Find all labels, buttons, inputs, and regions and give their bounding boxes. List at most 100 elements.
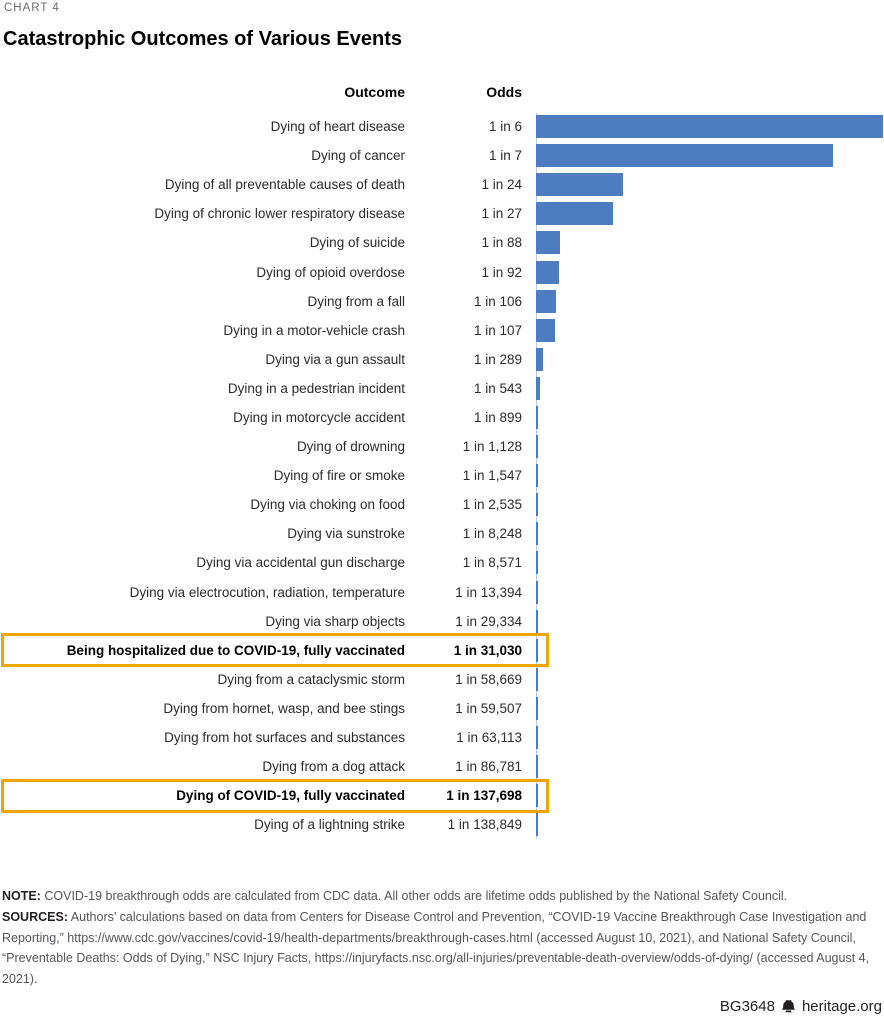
bar-area [522,432,884,461]
odds-value: 1 in 27 [481,206,522,222]
odds-value: 1 in 138,849 [447,817,522,833]
outcome-label: Dying from hot surfaces and substances [164,730,405,746]
odds-value: 1 in 107 [473,322,522,338]
table-row: Dying of suicide 1 in 88 [0,228,884,257]
table-row: Being hospitalized due to COVID-19, full… [0,633,884,668]
outcome-label: Dying of all preventable causes of death [164,177,405,193]
table-row: Dying from a fall 1 in 106 [0,287,884,316]
note-label: NOTE: [2,889,41,903]
bar [536,609,538,633]
chart-kicker: CHART 4 [4,2,60,14]
sources-line: SOURCES: Authors’ calculations based on … [2,907,882,990]
bar [536,696,538,720]
outcome-label: Dying in motorcycle accident [233,409,405,425]
bar [536,813,538,837]
outcome-label: Dying via sharp objects [265,613,405,629]
outcome-label: Dying of heart disease [270,119,405,135]
odds-value: 1 in 8,571 [462,555,522,571]
bar-area [522,665,884,694]
outcome-label: Dying via choking on food [250,497,405,513]
bar [536,755,538,779]
sources-label: SOURCES: [2,909,68,924]
bar-area [522,723,884,752]
outcome-label: Dying from hornet, wasp, and bee stings [163,700,405,716]
chart-title: Catastrophic Outcomes of Various Events [3,28,402,50]
bar [536,318,556,342]
table-row: Dying of cancer 1 in 7 [0,141,884,170]
table-row: Dying from a dog attack 1 in 86,781 [0,752,884,781]
odds-value: 1 in 63,113 [456,730,522,746]
bar [536,522,538,546]
table-row: Dying in a pedestrian incident 1 in 543 [0,374,884,403]
bar [536,580,538,604]
outcome-label: Dying of chronic lower respiratory disea… [154,206,405,222]
table-row: Dying via electrocution, radiation, temp… [0,578,884,607]
odds-value: 1 in 2,535 [462,497,522,513]
bar [536,173,623,197]
outcome-label: Dying from a dog attack [262,759,405,775]
sources-text: Authors’ calculations based on data from… [2,909,870,987]
bar-area [522,461,884,490]
outcome-label: Dying of drowning [296,439,405,455]
table-row: Dying from hornet, wasp, and bee stings … [0,694,884,723]
bar-area [522,781,884,810]
odds-value: 1 in 59,507 [455,700,522,716]
bar [536,202,614,226]
odds-value: 1 in 543 [473,380,522,396]
bar [536,435,538,459]
bar-area [522,519,884,548]
odds-value: 1 in 137,698 [446,788,522,804]
bar [536,784,538,808]
outcome-label: Being hospitalized due to COVID-19, full… [66,642,405,658]
odds-value: 1 in 106 [473,293,522,309]
bar [536,464,538,488]
table-row: Dying of opioid overdose 1 in 92 [0,257,884,286]
bar-area [522,548,884,577]
doc-id: BG3648 [719,998,775,1015]
outcome-label: Dying of COVID-19, fully vaccinated [176,788,405,804]
table-row: Dying of all preventable causes of death… [0,170,884,199]
table-row: Dying of chronic lower respiratory disea… [0,199,884,228]
table-row: Dying via accidental gun discharge 1 in … [0,548,884,577]
outcome-label: Dying via a gun assault [265,351,405,367]
odds-value: 1 in 7 [488,148,522,164]
bar [536,493,538,517]
odds-value: 1 in 1,547 [462,468,522,484]
bar [536,115,883,139]
bar-area [522,316,884,345]
outcome-label: Dying from a cataclysmic storm [217,671,405,687]
table-row: Dying from a cataclysmic storm 1 in 58,6… [0,665,884,694]
table-row: Dying via sunstroke 1 in 8,248 [0,519,884,548]
bar-area [522,578,884,607]
bar [536,551,538,575]
footnotes: NOTE: COVID-19 breakthrough odds are cal… [2,886,882,990]
bar-area [522,228,884,257]
bar [536,405,539,429]
table-row: Dying of drowning 1 in 1,128 [0,432,884,461]
table-row: Dying of fire or smoke 1 in 1,547 [0,461,884,490]
table-row: Dying of a lightning strike 1 in 138,849 [0,810,884,839]
table-row: Dying in motorcycle accident 1 in 899 [0,403,884,432]
bar [536,376,540,400]
bar-area [522,403,884,432]
outcome-label: Dying from a fall [307,293,405,309]
outcome-label: Dying via electrocution, radiation, temp… [129,584,405,600]
column-headers: Outcome Odds [0,84,884,101]
odds-bar-chart: Outcome Odds Dying of heart disease 1 in… [0,84,884,839]
odds-value: 1 in 31,030 [453,642,522,658]
table-row: Dying via sharp objects 1 in 29,334 [0,607,884,636]
table-row: Dying via choking on food 1 in 2,535 [0,490,884,519]
bar-area [522,694,884,723]
bar-area [522,257,884,286]
bar-area [522,170,884,199]
table-row: Dying in a motor-vehicle crash 1 in 107 [0,316,884,345]
odds-value: 1 in 899 [473,409,522,425]
bar-area [522,112,884,141]
chart-rows: Dying of heart disease 1 in 6 Dying of c… [0,112,884,839]
bar-area [522,752,884,781]
odds-value: 1 in 8,248 [462,526,522,542]
outcome-label: Dying of opioid overdose [256,264,405,280]
outcome-label: Dying of a lightning strike [254,817,405,833]
odds-value: 1 in 1,128 [462,439,522,455]
